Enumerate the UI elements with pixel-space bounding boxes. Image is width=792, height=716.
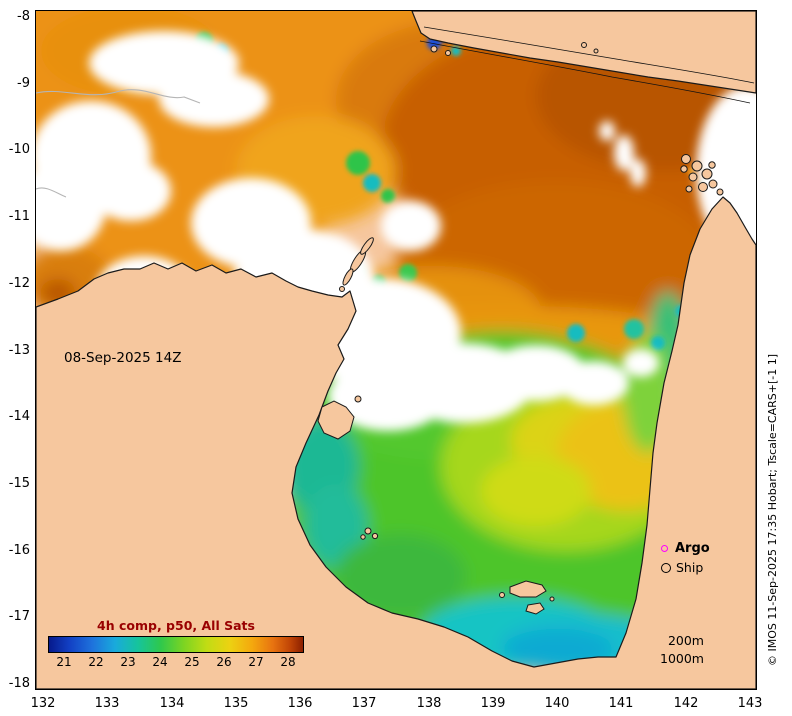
argo-marker-icon	[661, 545, 668, 552]
x-tick-label: 135	[223, 696, 249, 711]
land-new-guinea	[411, 11, 756, 94]
colorbar-tick: 22	[88, 655, 104, 669]
islands	[317, 42, 724, 615]
y-tick-label: -10	[8, 142, 30, 157]
colorbar-tick: 27	[248, 655, 264, 669]
map-canvas	[36, 11, 756, 689]
ship-marker-icon	[661, 562, 671, 573]
x-tick-label: 134	[159, 696, 185, 711]
x-tick-label: 139	[480, 696, 506, 711]
shelf-contour-lines-gray	[36, 89, 201, 198]
legend-row-argo: Argo	[661, 539, 710, 558]
y-tick-label: -15	[8, 476, 30, 491]
argo-label: Argo	[675, 541, 710, 556]
y-tick-label: -17	[8, 609, 30, 624]
x-tick-label: 137	[351, 696, 377, 711]
x-tick-label: 142	[673, 696, 699, 711]
colorbar-ticks: 21 22 23 24 25 26 27 28	[48, 655, 304, 670]
colorbar: 4h comp, p50, All Sats 21 22 23 24 25 26…	[48, 618, 304, 670]
date-label: 08-Sep-2025 14Z	[64, 350, 182, 366]
colorbar-tick: 26	[216, 655, 232, 669]
colorbar-tick: 28	[280, 655, 296, 669]
x-tick-label: 140	[544, 696, 570, 711]
x-tick-label: 136	[287, 696, 313, 711]
y-tick-label: -18	[8, 676, 30, 691]
colorbar-tick: 23	[120, 655, 136, 669]
land-mainland-australia	[36, 196, 756, 689]
y-tick-label: -13	[8, 343, 30, 358]
colorbar-tick: 24	[152, 655, 168, 669]
x-tick-label: 138	[416, 696, 442, 711]
map-plot: 08-Sep-2025 14Z 4h comp, p50, All Sats 2…	[35, 10, 757, 690]
y-tick-label: -8	[17, 9, 30, 24]
ship-label: Ship	[676, 560, 704, 575]
y-tick-label: -11	[8, 209, 30, 224]
copyright-credit: © IMOS 11-Sep-2025 17:35 Hobart; Tscale=…	[766, 353, 779, 667]
depth-contour-labels: 200m 1000m	[650, 632, 704, 668]
depth-contour-lines	[419, 26, 755, 104]
x-tick-label: 133	[94, 696, 120, 711]
x-tick-label: 141	[608, 696, 634, 711]
x-tick-label: 132	[30, 696, 56, 711]
colorbar-tick: 21	[56, 655, 72, 669]
y-tick-label: -12	[8, 276, 30, 291]
x-tick-label: 143	[737, 696, 763, 711]
colorbar-title: 4h comp, p50, All Sats	[97, 618, 255, 633]
map-legend: Argo Ship	[661, 539, 710, 577]
colorbar-gradient	[48, 636, 304, 653]
colorbar-tick: 25	[184, 655, 200, 669]
legend-row-ship: Ship	[661, 558, 710, 577]
y-tick-label: -14	[8, 409, 30, 424]
depth-label-200m: 200m	[667, 633, 704, 648]
depth-label-1000m: 1000m	[660, 651, 704, 666]
y-tick-label: -16	[8, 543, 30, 558]
y-tick-label: -9	[17, 76, 30, 91]
